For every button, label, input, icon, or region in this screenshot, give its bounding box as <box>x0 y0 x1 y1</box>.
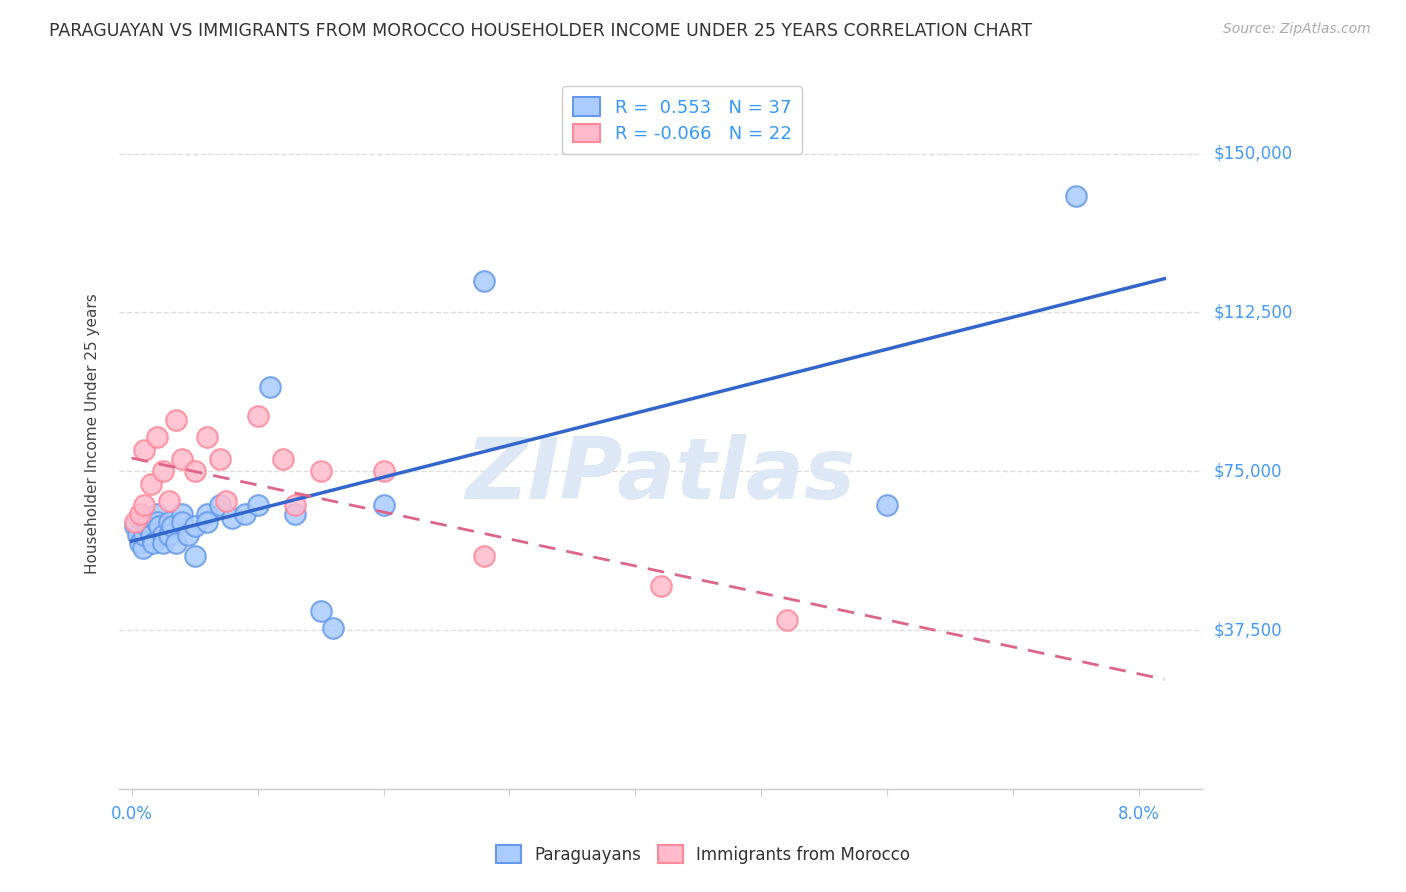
Point <box>129 536 152 550</box>
Point <box>152 464 174 478</box>
Text: Source: ZipAtlas.com: Source: ZipAtlas.com <box>1223 22 1371 37</box>
Point <box>876 498 898 512</box>
Point <box>139 528 162 542</box>
Point <box>215 494 238 508</box>
Point <box>322 621 344 635</box>
Point <box>373 464 395 478</box>
Point <box>127 528 149 542</box>
Point <box>124 515 146 529</box>
Point <box>146 507 169 521</box>
Point <box>146 430 169 444</box>
Point <box>195 430 218 444</box>
Point <box>650 579 672 593</box>
Text: ZIPatlas: ZIPatlas <box>465 434 856 517</box>
Point <box>246 498 269 512</box>
Point <box>1064 189 1087 203</box>
Point <box>183 519 205 533</box>
Point <box>472 549 495 563</box>
Point <box>134 528 156 542</box>
Text: 8.0%: 8.0% <box>1118 805 1160 823</box>
Point <box>259 379 281 393</box>
Legend: R =  0.553   N = 37, R = -0.066   N = 22: R = 0.553 N = 37, R = -0.066 N = 22 <box>562 87 803 154</box>
Point <box>373 498 395 512</box>
Point <box>152 536 174 550</box>
Point <box>170 515 193 529</box>
Point <box>246 409 269 424</box>
Point <box>233 507 256 521</box>
Point <box>170 507 193 521</box>
Point <box>183 464 205 478</box>
Point <box>309 604 332 618</box>
Text: $37,500: $37,500 <box>1213 621 1282 639</box>
Point <box>221 511 243 525</box>
Point <box>159 528 181 542</box>
Text: PARAGUAYAN VS IMMIGRANTS FROM MOROCCO HOUSEHOLDER INCOME UNDER 25 YEARS CORRELAT: PARAGUAYAN VS IMMIGRANTS FROM MOROCCO HO… <box>49 22 1032 40</box>
Point <box>132 541 155 555</box>
Point <box>309 464 332 478</box>
Point <box>775 613 797 627</box>
Point <box>165 413 187 427</box>
Point <box>134 498 156 512</box>
Text: $150,000: $150,000 <box>1213 145 1292 162</box>
Point <box>170 451 193 466</box>
Point <box>195 515 218 529</box>
Point <box>165 536 187 550</box>
Text: $75,000: $75,000 <box>1213 462 1282 480</box>
Text: 0.0%: 0.0% <box>111 805 153 823</box>
Point <box>195 507 218 521</box>
Point <box>139 477 162 491</box>
Point <box>159 494 181 508</box>
Point <box>124 519 146 533</box>
Point <box>152 528 174 542</box>
Point <box>146 515 169 529</box>
Y-axis label: Householder Income Under 25 years: Householder Income Under 25 years <box>86 293 100 574</box>
Point <box>142 536 165 550</box>
Point <box>177 528 200 542</box>
Point <box>208 451 231 466</box>
Point <box>159 515 181 529</box>
Point <box>136 515 159 529</box>
Point <box>472 274 495 288</box>
Point <box>129 507 152 521</box>
Point <box>183 549 205 563</box>
Point <box>284 507 307 521</box>
Point <box>208 498 231 512</box>
Point <box>134 443 156 458</box>
Legend: Paraguayans, Immigrants from Morocco: Paraguayans, Immigrants from Morocco <box>489 838 917 871</box>
Point <box>135 519 157 533</box>
Point <box>148 519 170 533</box>
Point <box>160 519 183 533</box>
Point <box>284 498 307 512</box>
Point <box>271 451 294 466</box>
Text: $112,500: $112,500 <box>1213 303 1292 321</box>
